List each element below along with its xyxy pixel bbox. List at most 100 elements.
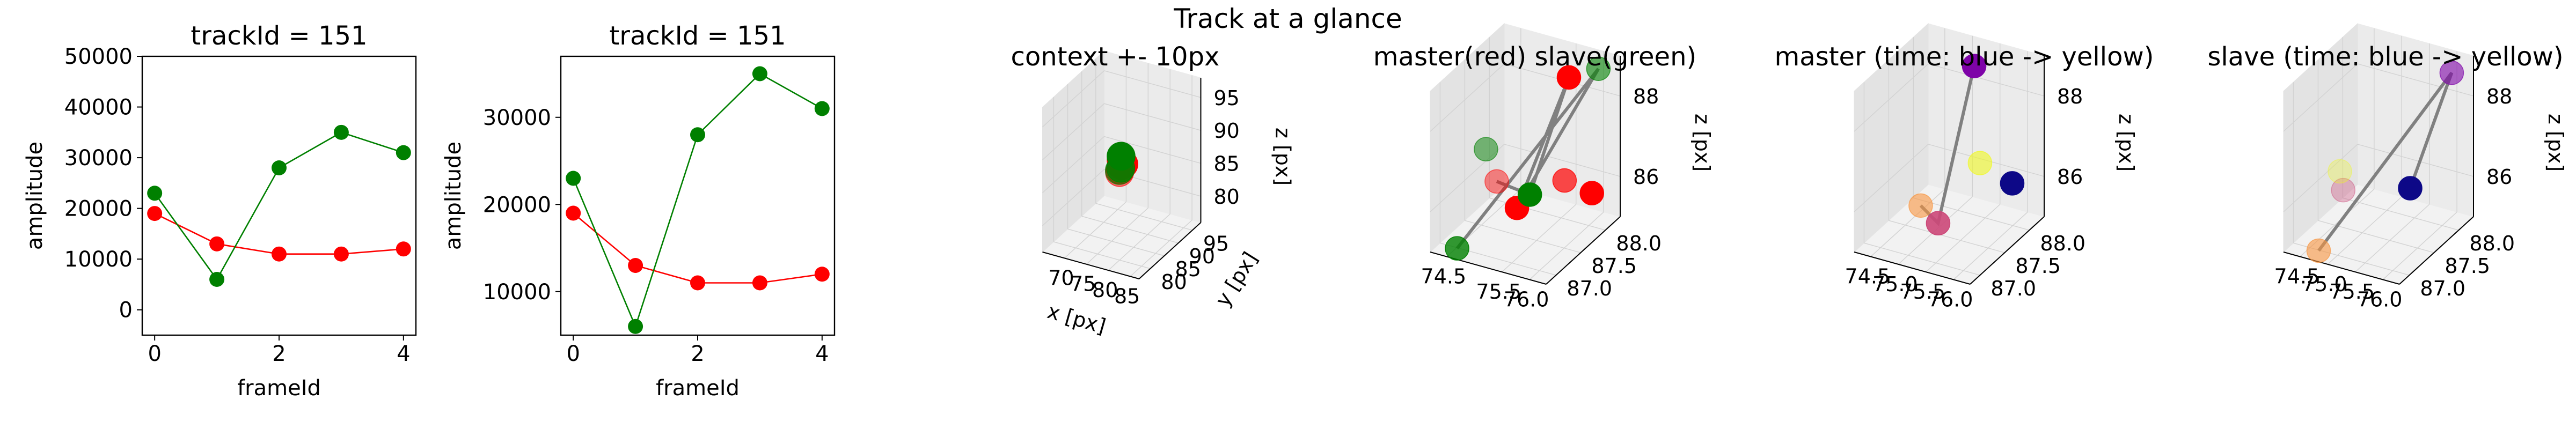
x-axis-label: x [px]	[1045, 299, 1109, 338]
data-point	[2398, 176, 2423, 201]
data-point	[1104, 156, 1134, 185]
pane-back	[1104, 50, 1201, 223]
z-tick-label: 86	[2057, 165, 2083, 189]
z-axis-label: z [px]	[1271, 128, 1295, 186]
data-point	[2439, 60, 2464, 85]
y-tick-label: 50000	[64, 45, 133, 69]
series-1-point	[628, 258, 643, 273]
axes-frame	[560, 55, 836, 336]
chart-2: trackId = 151 0 2 4 10000 20000 30000 frameId am…	[441, 21, 836, 401]
grid-line	[1504, 144, 1621, 177]
data-point	[1579, 181, 1604, 205]
z-tick-label: 95	[1214, 86, 1240, 110]
y-tick-label: 85	[1175, 257, 1201, 281]
data-point	[2000, 171, 2025, 196]
data-point	[2328, 159, 2352, 184]
y-axis-line	[1970, 216, 2045, 285]
y-tick-label: 87.5	[2015, 254, 2061, 278]
series-2-point	[209, 272, 225, 287]
y-tick-label: 20000	[64, 197, 133, 221]
grid-line	[1104, 70, 1201, 98]
series-1-point	[396, 241, 411, 257]
y-tick-label: 87.5	[2445, 254, 2490, 278]
data-point	[1556, 65, 1582, 90]
y-tick-label: 20000	[483, 193, 551, 217]
grid-line	[1870, 189, 1945, 257]
x-tick-label: 75.0	[1872, 272, 1918, 296]
pane-side	[1042, 50, 1104, 253]
grid-line	[1864, 242, 1980, 276]
grid-line	[1067, 228, 1165, 256]
x-axis-label: frameId	[237, 376, 321, 401]
data-point	[1552, 168, 1577, 193]
series-1-point	[147, 206, 163, 221]
z-tick-label: 88	[2057, 85, 2083, 108]
chart-title: context +- 10px	[1011, 42, 1220, 72]
grid-line	[1913, 197, 2030, 231]
x-tick-label: 74.5	[1421, 265, 1467, 289]
x-tick-label: 70	[1048, 266, 1074, 290]
grid-line	[2283, 144, 2358, 212]
z-axis-label: z [px]	[2114, 114, 2138, 172]
grid-line	[2343, 197, 2459, 231]
grid-line	[1130, 219, 1192, 277]
grid-line	[1042, 169, 1104, 226]
grid-line	[1086, 208, 1148, 265]
series-1-point	[690, 275, 705, 291]
data-point	[2331, 177, 2355, 203]
chart-6: 74.575.075.576.0 87.087.588.0 86 88 z [px] sl…	[2207, 23, 2567, 311]
grid-line	[1042, 136, 1104, 194]
series-1-point	[814, 267, 830, 282]
grid-line	[1854, 63, 1929, 132]
z-tick-label: 86	[1633, 165, 1659, 189]
y-tick-label: 87.5	[1591, 254, 1637, 278]
series-1-point	[333, 246, 349, 262]
x-tick-label: 76.0	[1928, 287, 1973, 311]
grid-line	[1104, 136, 1201, 164]
x-tick-label: 74.5	[2274, 265, 2320, 289]
chart-5: 74.575.075.576.0 87.087.588.0 86 88 z [px] ma…	[1775, 23, 2154, 311]
x-axis-label: frameId	[656, 376, 740, 401]
y-axis-line	[2399, 216, 2474, 285]
x-tick-label: 75.0	[2302, 272, 2347, 296]
data-point	[1926, 211, 1951, 236]
series-1-point	[209, 236, 225, 252]
y-axis-label: amplitude	[23, 142, 47, 250]
grid-line	[1108, 213, 1170, 271]
x-tick-label: 85	[1114, 284, 1140, 308]
y-tick-label: 10000	[483, 280, 551, 305]
y-tick-label: 87.0	[1567, 277, 1612, 300]
y-tick-label: 40000	[64, 95, 133, 120]
x-tick-label: 80	[1092, 278, 1118, 302]
x-tick-label: 75.5	[1476, 280, 1521, 304]
z-tick-label: 88	[2486, 85, 2512, 108]
chart-title: trackId = 151	[609, 21, 786, 51]
axes-frame	[141, 55, 417, 336]
data-point	[1474, 137, 1498, 161]
y-tick-label: 88.0	[2469, 232, 2515, 255]
data-point	[1962, 54, 1987, 78]
y-tick-label: 87.0	[1990, 277, 2036, 300]
series-1-point	[752, 275, 767, 291]
series-2-point	[272, 160, 287, 175]
grid-line	[1042, 103, 1104, 160]
y-tick-label: 87.0	[2420, 277, 2465, 300]
data-point	[1908, 193, 1933, 218]
grid-line	[1081, 216, 1179, 243]
grid-line	[1430, 63, 1505, 132]
grid-line	[1064, 201, 1126, 258]
x-axis-line	[1042, 252, 1139, 279]
chart-title: master (time: blue -> yellow)	[1775, 42, 2154, 72]
grid-line	[1854, 144, 1929, 212]
x-tick-label: 4	[397, 342, 410, 366]
grid-line	[2357, 144, 2474, 177]
z-axis-label: z [px]	[2544, 114, 2567, 172]
x-tick-label: 76.0	[2357, 287, 2403, 311]
y-tick-label: 30000	[483, 106, 551, 130]
z-tick-label: 80	[1214, 185, 1240, 209]
x-tick-label: 2	[691, 342, 704, 366]
x-tick-label: 75.5	[1900, 280, 1945, 304]
